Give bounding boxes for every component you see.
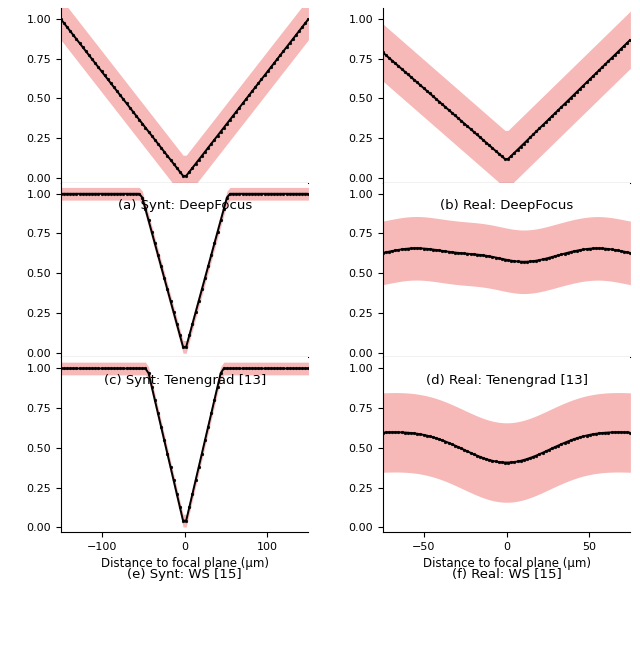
X-axis label: Distance to focal plane (μm): Distance to focal plane (μm) <box>100 557 269 570</box>
Text: (c) Synt: Tenengrad [13]: (c) Synt: Tenengrad [13] <box>104 374 266 387</box>
Text: (b) Real: DeepFocus: (b) Real: DeepFocus <box>440 199 573 212</box>
Text: (d) Real: Tenengrad [13]: (d) Real: Tenengrad [13] <box>426 374 588 387</box>
X-axis label: Distance to focal plane (μm): Distance to focal plane (μm) <box>422 557 591 570</box>
Text: (f) Real: WS [15]: (f) Real: WS [15] <box>452 568 561 582</box>
Text: (a) Synt: DeepFocus: (a) Synt: DeepFocus <box>118 199 252 212</box>
Text: (e) Synt: WS [15]: (e) Synt: WS [15] <box>127 568 242 582</box>
